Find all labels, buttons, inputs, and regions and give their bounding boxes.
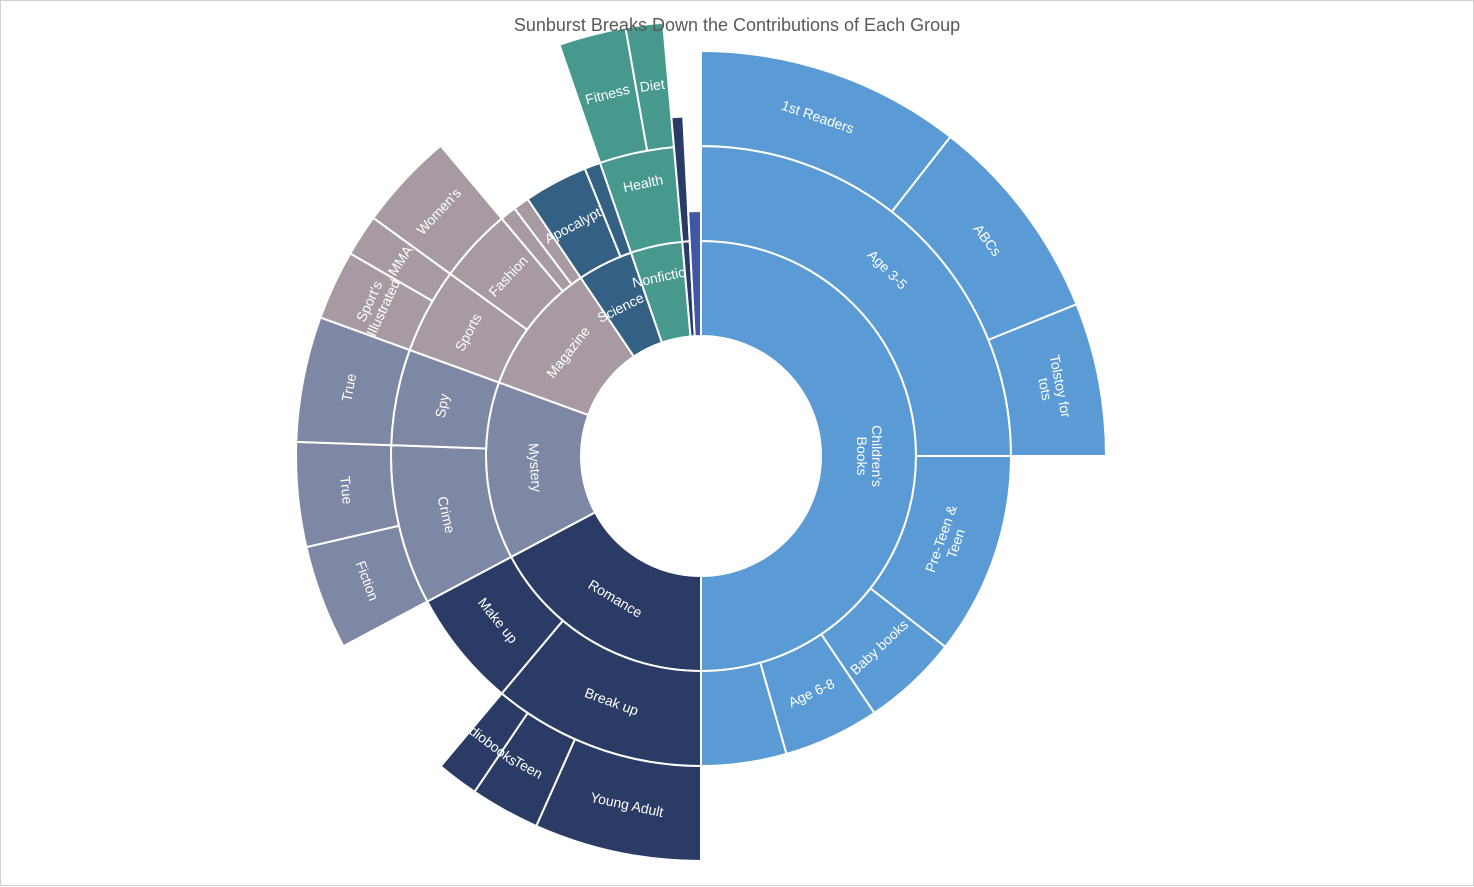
slice-label: True [337, 475, 356, 505]
sunburst-chart: Children'sBooksAge 3-51st ReadersABCsTol… [1, 1, 1474, 887]
chart-container: Sunburst Breaks Down the Contributions o… [0, 0, 1474, 886]
slice-label: Mystery [526, 443, 545, 493]
chart-title: Sunburst Breaks Down the Contributions o… [1, 15, 1473, 36]
slice-label: Diet [639, 76, 666, 95]
